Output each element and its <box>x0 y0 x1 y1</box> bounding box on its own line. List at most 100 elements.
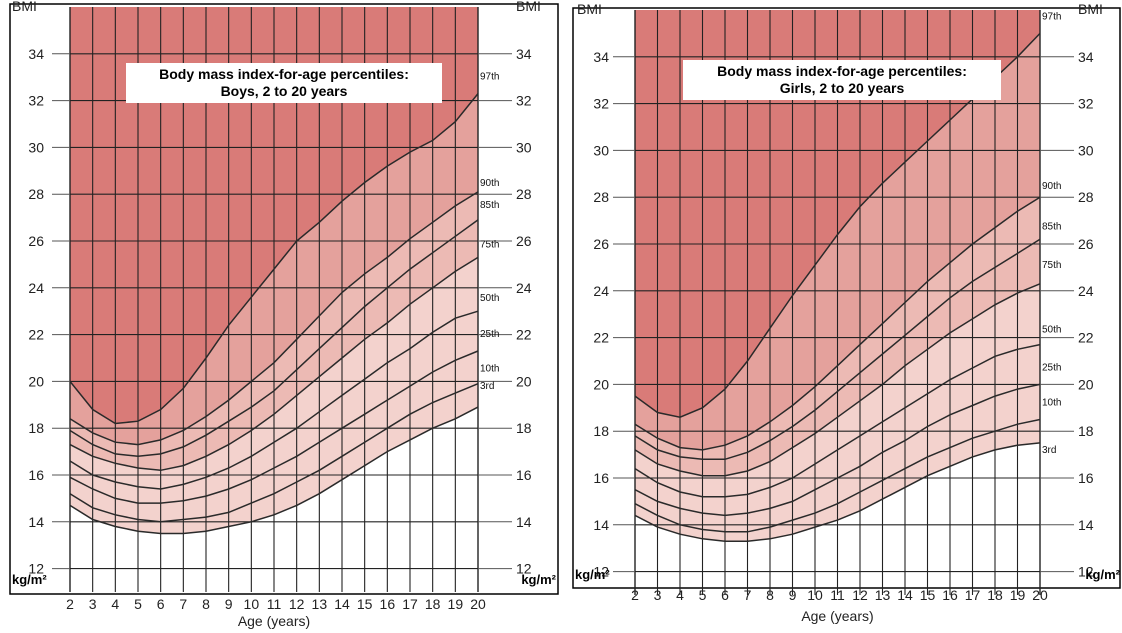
y-tick-label-right: 26 <box>516 233 532 249</box>
y-tick-label-left: 12 <box>28 561 44 577</box>
y-unit-label-right: kg/m² <box>521 572 556 587</box>
y-tick-label-right: 24 <box>516 280 532 296</box>
y-tick-label-left: 12 <box>593 564 609 580</box>
y-tick-label-left: 26 <box>28 233 44 249</box>
y-tick-label-right: 30 <box>1078 142 1094 158</box>
chart-title: Body mass index-for-age percentiles: <box>717 63 967 79</box>
chart-frame <box>9 3 559 595</box>
y-tick-label-left: 34 <box>593 49 609 65</box>
percentile-curve-25th <box>69 350 479 504</box>
percentile-label-3rd: 3rd <box>1042 445 1056 456</box>
y-tick-label-right: 14 <box>516 514 532 530</box>
percentile-label-90th: 90th <box>1042 181 1061 192</box>
x-tick-label: 14 <box>897 587 913 603</box>
x-tick-label: 18 <box>987 587 1003 603</box>
x-axis-label: Age (years) <box>801 608 873 624</box>
percentile-label-25th: 25th <box>1042 362 1061 373</box>
y-tick-label-left: 22 <box>593 330 609 346</box>
girls-bmi-chart: 3rd 10th 25th 50th 75th 85th 90th 97th 12 12 14 14 1… <box>572 1 1121 624</box>
y-tick-label-right: 32 <box>1078 96 1094 112</box>
y-tick-label-right: 32 <box>516 93 532 109</box>
x-tick-label: 17 <box>402 596 418 612</box>
x-tick-label: 7 <box>179 596 187 612</box>
y-tick-label-right: 12 <box>1078 564 1094 580</box>
x-tick-label: 19 <box>448 596 464 612</box>
y-tick-label-right: 30 <box>516 139 532 155</box>
chart-frame <box>572 7 1121 589</box>
y-axis-label-left: BMI <box>12 0 37 14</box>
x-tick-label: 8 <box>202 596 210 612</box>
x-tick-label: 15 <box>357 596 373 612</box>
percentile-curve-85th <box>634 238 1041 461</box>
y-tick-label-right: 18 <box>1078 423 1094 439</box>
x-tick-label: 10 <box>807 587 823 603</box>
percentile-label-25th: 25th <box>480 329 499 340</box>
y-unit-label-left: kg/m² <box>575 567 610 582</box>
percentile-curve-90th <box>634 196 1041 451</box>
x-tick-label: 16 <box>380 596 396 612</box>
percentile-curve-10th <box>634 418 1041 533</box>
x-tick-label: 13 <box>875 587 891 603</box>
y-tick-label-left: 24 <box>593 283 609 299</box>
y-tick-label-left: 34 <box>28 46 44 62</box>
x-tick-label: 16 <box>942 587 958 603</box>
y-tick-label-left: 30 <box>593 142 609 158</box>
y-tick-label-left: 26 <box>593 236 609 252</box>
y-tick-label-left: 24 <box>28 280 44 296</box>
y-tick-label-right: 16 <box>516 467 532 483</box>
x-tick-label: 20 <box>470 596 486 612</box>
x-tick-label: 2 <box>631 587 639 603</box>
x-tick-label: 6 <box>721 587 729 603</box>
y-tick-label-right: 18 <box>516 420 532 436</box>
chart-subtitle: Boys, 2 to 20 years <box>221 83 348 99</box>
percentile-label-50th: 50th <box>1042 325 1061 336</box>
y-tick-label-right: 22 <box>1078 330 1094 346</box>
percentile-label-3rd: 3rd <box>480 381 494 392</box>
y-tick-label-left: 30 <box>28 139 44 155</box>
percentile-label-50th: 50th <box>480 293 499 304</box>
y-tick-label-left: 16 <box>593 470 609 486</box>
y-tick-label-left: 14 <box>28 514 44 530</box>
x-tick-label: 3 <box>89 596 97 612</box>
band-3rd-to-75th <box>635 283 1040 542</box>
percentile-curve-90th <box>69 191 479 446</box>
y-tick-label-left: 20 <box>593 376 609 392</box>
x-tick-label: 8 <box>766 587 774 603</box>
y-tick-label-right: 34 <box>516 46 532 62</box>
x-tick-label: 9 <box>225 596 233 612</box>
x-tick-label: 11 <box>830 587 845 603</box>
x-tick-label: 5 <box>699 587 707 603</box>
percentile-curve-25th <box>634 383 1041 517</box>
percentile-curve-10th <box>69 383 479 523</box>
girls-bmi-chart-panel: 3rd 10th 25th 50th 75th 85th 90th 97th 12 12 14 14 1… <box>565 0 1122 633</box>
x-tick-label: 3 <box>654 587 662 603</box>
percentile-label-10th: 10th <box>1042 398 1061 409</box>
y-tick-label-right: 28 <box>1078 189 1094 205</box>
x-tick-label: 12 <box>289 596 305 612</box>
y-tick-label-right: 22 <box>516 327 532 343</box>
percentile-label-75th: 75th <box>480 239 499 250</box>
percentile-curve-75th <box>634 283 1041 477</box>
y-tick-label-right: 14 <box>1078 517 1094 533</box>
y-unit-label-left: kg/m² <box>12 572 47 587</box>
y-axis-label-left: BMI <box>577 1 602 17</box>
y-tick-label-left: 22 <box>28 327 44 343</box>
chart-title: Body mass index-for-age percentiles: <box>159 66 409 82</box>
y-tick-label-left: 18 <box>28 420 44 436</box>
y-axis-label-right: BMI <box>516 0 541 14</box>
x-tick-label: 13 <box>312 596 328 612</box>
percentile-label-90th: 90th <box>480 178 499 189</box>
y-tick-label-left: 14 <box>593 517 609 533</box>
percentile-label-97th: 97th <box>1042 11 1061 22</box>
x-tick-label: 4 <box>676 587 684 603</box>
chart-subtitle: Girls, 2 to 20 years <box>780 80 905 96</box>
x-tick-label: 5 <box>134 596 142 612</box>
percentile-curve-75th <box>69 256 479 472</box>
x-tick-label: 12 <box>852 587 868 603</box>
x-tick-label: 4 <box>111 596 119 612</box>
y-tick-label-left: 28 <box>28 186 44 202</box>
y-tick-label-left: 32 <box>28 93 44 109</box>
y-tick-label-right: 12 <box>516 561 532 577</box>
x-tick-label: 18 <box>425 596 441 612</box>
y-tick-label-right: 28 <box>516 186 532 202</box>
